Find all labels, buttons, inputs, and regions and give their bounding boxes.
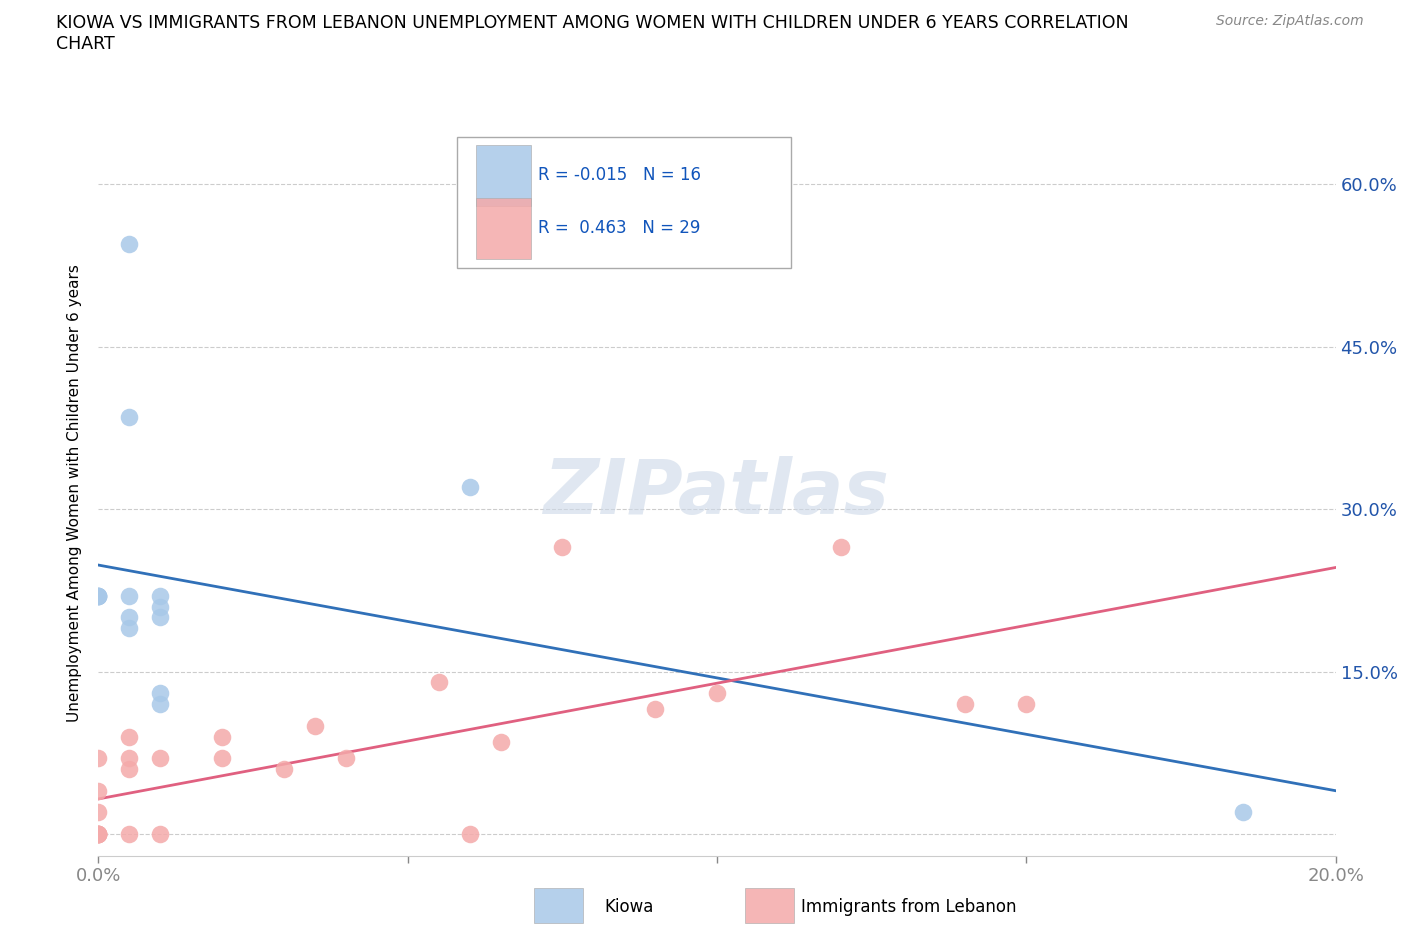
Point (644, 702, 666, 717)
Point (458, 827, 481, 842)
Point (118, 621, 141, 636)
Point (118, 762, 141, 777)
Point (87, 783, 110, 798)
Text: ZIPatlas: ZIPatlas (544, 456, 890, 530)
Y-axis label: Unemployment Among Women with Children Under 6 years: Unemployment Among Women with Children U… (67, 264, 83, 722)
Point (87, 827, 110, 842)
Point (87, 827, 110, 842)
Point (149, 589, 172, 604)
Point (87, 827, 110, 842)
Text: Source: ZipAtlas.com: Source: ZipAtlas.com (1216, 14, 1364, 28)
Point (458, 480, 481, 495)
Text: R = -0.015   N = 16: R = -0.015 N = 16 (537, 166, 700, 184)
Point (118, 236, 141, 251)
Point (551, 539, 574, 554)
FancyBboxPatch shape (475, 198, 531, 259)
Point (118, 827, 141, 842)
Point (489, 735, 512, 750)
Point (427, 675, 450, 690)
Point (87, 589, 110, 604)
Point (149, 610, 172, 625)
Point (118, 410, 141, 425)
Text: CHART: CHART (56, 35, 115, 53)
Point (87, 804, 110, 819)
Point (87, 589, 110, 604)
Point (211, 751, 233, 765)
Point (706, 685, 728, 700)
Point (118, 751, 141, 765)
Point (335, 751, 357, 765)
Point (149, 827, 172, 842)
Point (87, 589, 110, 604)
Point (211, 729, 233, 744)
Point (87, 827, 110, 842)
Point (830, 539, 852, 554)
Point (273, 762, 295, 777)
FancyBboxPatch shape (475, 145, 531, 206)
Point (87, 827, 110, 842)
Point (87, 589, 110, 604)
FancyBboxPatch shape (457, 138, 792, 268)
Point (953, 697, 976, 711)
Point (149, 697, 172, 711)
Point (118, 729, 141, 744)
Point (149, 599, 172, 614)
Text: R =  0.463   N = 29: R = 0.463 N = 29 (537, 219, 700, 237)
Point (1015, 697, 1038, 711)
Text: Immigrants from Lebanon: Immigrants from Lebanon (801, 897, 1017, 916)
Point (149, 685, 172, 700)
Point (118, 610, 141, 625)
Point (87, 827, 110, 842)
Point (149, 751, 172, 765)
Point (304, 718, 326, 733)
Point (1232, 804, 1254, 819)
Text: Kiowa: Kiowa (605, 897, 654, 916)
Point (87, 751, 110, 765)
Text: KIOWA VS IMMIGRANTS FROM LEBANON UNEMPLOYMENT AMONG WOMEN WITH CHILDREN UNDER 6 : KIOWA VS IMMIGRANTS FROM LEBANON UNEMPLO… (56, 14, 1129, 32)
Point (118, 589, 141, 604)
